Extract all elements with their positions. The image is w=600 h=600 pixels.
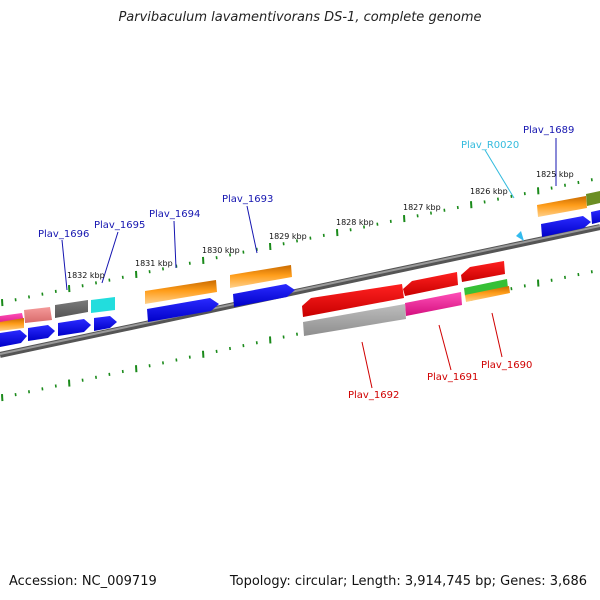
gene-arrow[interactable] xyxy=(58,319,91,336)
gene-arrow[interactable] xyxy=(233,284,295,307)
gene-label-reverse: Plav_1692 xyxy=(348,390,399,401)
gene-label-forward: Plav_1695 xyxy=(94,220,145,231)
gene-labels: Plav_1689 Plav_1693 Plav_1694 Plav_1695 … xyxy=(38,125,574,401)
gene-feature[interactable] xyxy=(303,304,406,336)
reverse-strand-features xyxy=(302,261,510,336)
gene-feature[interactable] xyxy=(230,265,292,288)
gene-feature[interactable] xyxy=(0,318,24,331)
gene-label-forward: Plav_1689 xyxy=(523,125,574,136)
gene-feature[interactable] xyxy=(55,300,88,318)
ruler-label: 1825 kbp xyxy=(536,170,574,179)
topology-text: Topology: circular; Length: 3,914,745 bp… xyxy=(229,574,587,589)
ruler-label: 1828 kbp xyxy=(336,218,374,227)
gene-feature[interactable] xyxy=(465,286,510,302)
forward-strand-features xyxy=(0,191,600,347)
ruler-label: 1826 kbp xyxy=(470,187,508,196)
gene-feature[interactable] xyxy=(537,196,587,217)
ruler-label: 1831 kbp xyxy=(135,259,173,268)
ruler-label: 1832 kbp xyxy=(67,271,105,280)
ruler-labels: 1825 kbp 1826 kbp 1827 kbp 1828 kbp 1829… xyxy=(67,170,574,280)
gene-label-reverse: Plav_1691 xyxy=(427,372,478,383)
accession-text: Accession: NC_009719 xyxy=(9,574,157,589)
gene-label-reverse: Plav_1690 xyxy=(481,360,532,371)
gene-arrow[interactable] xyxy=(461,261,505,282)
ruler-label: 1830 kbp xyxy=(202,246,240,255)
gene-feature[interactable] xyxy=(145,280,217,304)
gene-label-forward: Plav_1696 xyxy=(38,229,89,240)
gene-label-forward: Plav_1694 xyxy=(149,209,200,220)
gene-feature[interactable] xyxy=(24,307,52,323)
gene-label-forward: Plav_1693 xyxy=(222,194,273,205)
rna-marker[interactable] xyxy=(516,231,524,241)
ruler-label: 1827 kbp xyxy=(403,203,441,212)
gene-feature[interactable] xyxy=(91,297,115,313)
gene-feature[interactable] xyxy=(405,292,462,316)
gene-feature[interactable] xyxy=(586,191,600,206)
gene-label-rna: Plav_R0020 xyxy=(461,140,519,151)
gene-arrow[interactable] xyxy=(94,316,117,331)
gene-feature[interactable] xyxy=(464,279,508,296)
gene-arrow[interactable] xyxy=(403,272,458,296)
ruler-label: 1829 kbp xyxy=(269,232,307,241)
gene-arrow[interactable] xyxy=(591,210,600,224)
outer-tick-row xyxy=(1,178,593,307)
genome-backbone-highlight xyxy=(0,225,600,355)
gene-arrow[interactable] xyxy=(541,216,591,237)
gene-arrow[interactable] xyxy=(302,284,404,317)
callout-lines xyxy=(61,138,557,389)
gene-arrow[interactable] xyxy=(0,330,27,347)
map-title: Parvibaculum lavamentivorans DS-1, compl… xyxy=(118,10,482,25)
gene-arrow[interactable] xyxy=(28,325,55,341)
gene-arrow[interactable] xyxy=(147,298,219,322)
